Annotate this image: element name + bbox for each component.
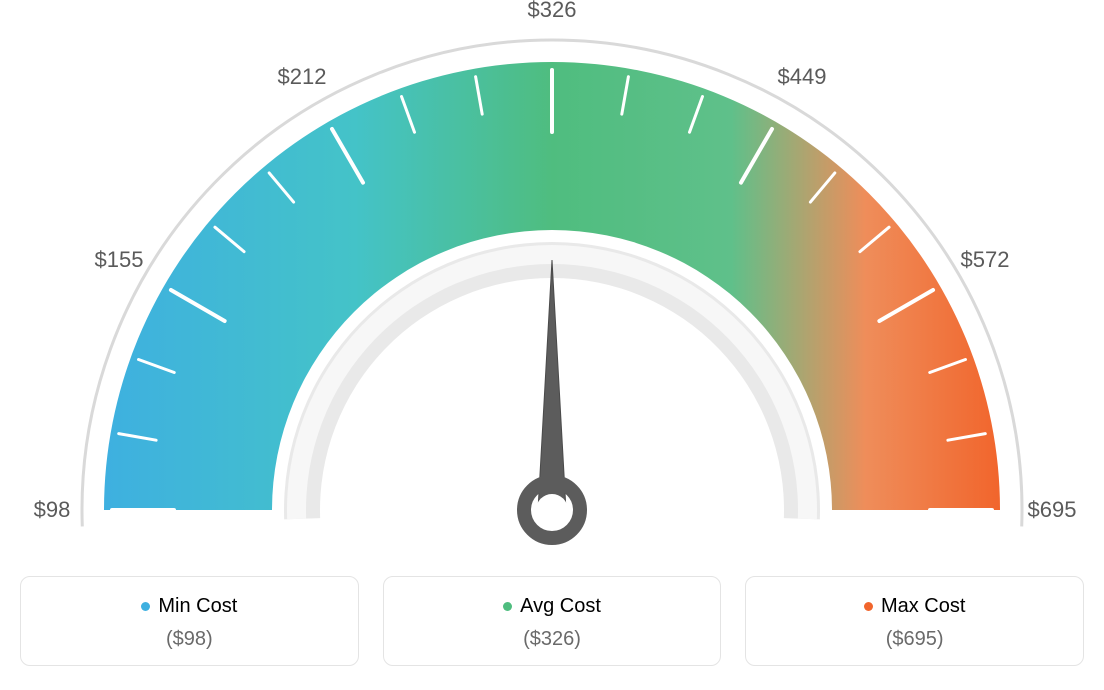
gauge-tick-label: $98 [34,497,71,523]
gauge-chart: $98$155$212$326$449$572$695 [20,20,1084,560]
legend-card-max: Max Cost ($695) [745,576,1084,666]
legend-title-max-text: Max Cost [881,595,965,617]
legend-value-avg: ($326) [384,628,721,651]
gauge-tick-label: $695 [1028,497,1077,523]
legend-card-avg: Avg Cost ($326) [383,576,722,666]
gauge-tick-label: $155 [95,247,144,273]
gauge-tick-label: $326 [528,0,577,23]
legend-value-max: ($695) [746,628,1083,651]
gauge-tick-label: $572 [961,247,1010,273]
legend-title-max: Max Cost [746,595,1083,618]
gauge-svg [20,20,1084,560]
legend-value-min: ($98) [21,628,358,651]
legend-row: Min Cost ($98) Avg Cost ($326) Max Cost … [20,576,1084,666]
dot-min [141,602,150,611]
legend-title-min-text: Min Cost [158,595,237,617]
legend-title-avg-text: Avg Cost [520,595,601,617]
legend-title-min: Min Cost [21,595,358,618]
legend-title-avg: Avg Cost [384,595,721,618]
gauge-tick-label: $449 [778,64,827,90]
gauge-tick-label: $212 [278,64,327,90]
dot-avg [503,602,512,611]
dot-max [864,602,873,611]
legend-card-min: Min Cost ($98) [20,576,359,666]
